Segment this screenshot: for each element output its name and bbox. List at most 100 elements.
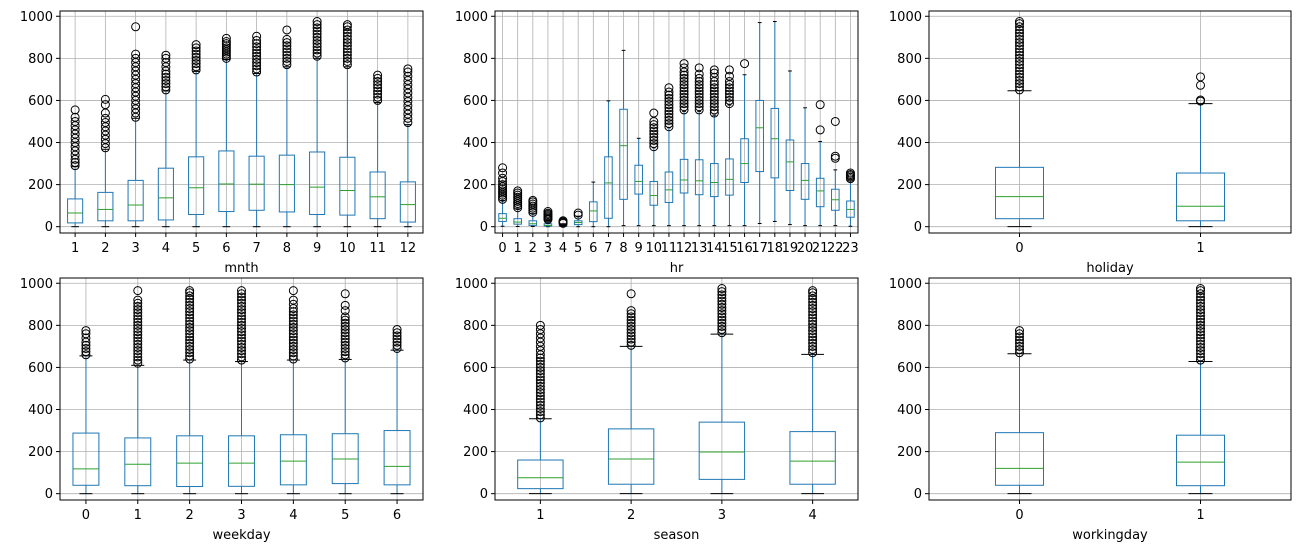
- flier-point: [694, 69, 704, 79]
- box-iqr: [369, 171, 386, 220]
- box-iqr: [607, 428, 655, 485]
- flier-point: [185, 338, 195, 348]
- flier-point: [1015, 60, 1024, 70]
- flier-point: [535, 394, 545, 404]
- xtick-label: 2: [529, 241, 537, 256]
- flier-point: [1015, 44, 1024, 54]
- flier-point: [185, 310, 195, 320]
- box-4: [157, 50, 174, 228]
- flier-point: [694, 102, 704, 112]
- flier-point: [282, 50, 292, 60]
- flier-point: [288, 329, 298, 339]
- flier-point: [1015, 63, 1024, 73]
- flier-point: [664, 122, 674, 132]
- box-12: [399, 64, 416, 228]
- box-iqr: [517, 459, 564, 490]
- flier-point: [237, 289, 246, 299]
- flier-point: [342, 57, 352, 67]
- flier-point: [342, 41, 352, 51]
- flier-point: [664, 90, 674, 100]
- flier-point: [392, 343, 402, 353]
- ytick-label: 0: [480, 220, 488, 235]
- flier-point: [1015, 72, 1024, 82]
- flier-point: [191, 59, 201, 69]
- flier-point: [392, 340, 402, 350]
- xtick-label: 15: [721, 241, 738, 256]
- flier-point: [573, 210, 583, 220]
- flier-point: [288, 326, 298, 336]
- flier-point: [1015, 69, 1024, 79]
- flier-point: [717, 309, 727, 319]
- box-iqr: [679, 158, 689, 194]
- flier-point: [342, 22, 352, 32]
- flier-point: [81, 343, 91, 353]
- ytick-label: 800: [463, 319, 488, 334]
- flier-point: [717, 284, 727, 294]
- flier-point: [282, 53, 292, 63]
- box-iqr: [278, 154, 295, 213]
- subplot-season: 0 200 400 600 800 1000 1 2 3 4 season: [455, 277, 859, 543]
- flier-point: [237, 333, 246, 343]
- box-iqr: [513, 218, 522, 225]
- flier-point: [717, 287, 727, 297]
- xtick-label: 7: [604, 241, 612, 256]
- flier-point: [1015, 41, 1024, 51]
- flier-point: [237, 330, 246, 340]
- flier-point: [498, 173, 508, 183]
- flier-point: [133, 286, 143, 296]
- flier-point: [237, 320, 246, 330]
- flier-point: [724, 86, 734, 96]
- flier-point: [649, 120, 659, 130]
- flier-point: [528, 195, 538, 205]
- box-2: [97, 94, 114, 228]
- flier-point: [185, 329, 195, 339]
- xtick-label: 1: [1196, 508, 1204, 523]
- axes-frame: [494, 10, 859, 234]
- xtick-label: 11: [369, 241, 386, 256]
- flier-point: [626, 289, 636, 299]
- flier-point: [133, 342, 143, 352]
- flier-point: [694, 92, 704, 102]
- xlabel: mnth: [224, 261, 258, 276]
- box-7: [604, 100, 613, 228]
- flier-point: [373, 89, 383, 99]
- xlabel: hr: [670, 261, 684, 276]
- flier-point: [340, 331, 350, 341]
- flier-point: [237, 295, 246, 305]
- flier-point: [535, 397, 545, 407]
- flier-point: [191, 40, 201, 50]
- ytick-label: 600: [897, 361, 922, 376]
- flier-point: [252, 64, 262, 74]
- flier-point: [373, 80, 383, 90]
- box-iqr: [309, 151, 326, 215]
- xtick-label: 5: [341, 508, 349, 523]
- flier-point: [694, 86, 704, 96]
- flier-point: [237, 305, 246, 315]
- flier-point: [237, 324, 246, 334]
- flier-point: [649, 135, 659, 145]
- flier-point: [312, 17, 322, 27]
- flier-point: [535, 375, 545, 385]
- flier-point: [342, 20, 352, 30]
- xtick-label: 4: [808, 508, 816, 523]
- flier-point: [252, 54, 262, 64]
- flier-point: [288, 313, 298, 323]
- xtick-label: 1: [71, 241, 79, 256]
- flier-point: [185, 297, 195, 307]
- flier-point: [191, 65, 201, 75]
- flier-point: [288, 354, 298, 364]
- flier-point: [342, 47, 352, 57]
- flier-point: [1015, 57, 1024, 67]
- ytick-label: 0: [45, 220, 53, 235]
- flier-point: [288, 286, 298, 296]
- box-15: [724, 65, 734, 227]
- flier-point: [185, 286, 195, 296]
- flier-point: [709, 72, 719, 82]
- subplot-holiday: 0 200 400 600 800 1000 0 1 holiday: [889, 10, 1292, 276]
- ytick-label: 400: [28, 136, 53, 151]
- flier-point: [1015, 326, 1024, 336]
- flier-point: [558, 216, 568, 226]
- flier-point: [191, 55, 201, 65]
- flier-point: [694, 63, 704, 73]
